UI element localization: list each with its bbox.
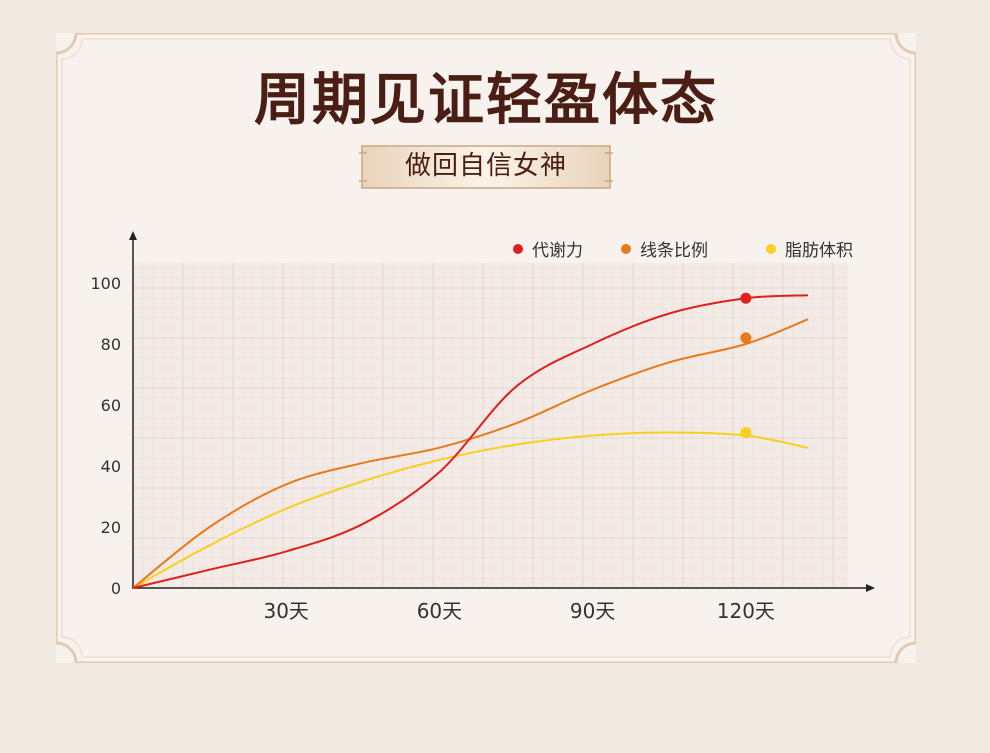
- legend-label: 线条比例: [640, 241, 708, 261]
- plot-background: [133, 263, 848, 588]
- y-tick-label: 60: [101, 396, 121, 415]
- x-tick-label: 30天: [263, 599, 308, 623]
- y-axis-arrow-icon: [129, 231, 137, 240]
- series-line: [132, 318, 809, 589]
- x-axis-arrow-icon: [866, 584, 875, 592]
- x-tick-label: 90天: [570, 599, 615, 623]
- legend-dot-icon: [621, 244, 631, 254]
- legend-dot-icon: [513, 244, 523, 254]
- page-title: 周期见证轻盈体态: [254, 67, 718, 133]
- chart-card: 周期见证轻盈体态 做回自信女神 0 20 40 60 80 100 30天 60天 90天 120…: [56, 33, 916, 663]
- x-tick-label: 60天: [417, 599, 462, 623]
- chart-series: [132, 292, 809, 589]
- y-tick-label: 100: [90, 274, 121, 293]
- legend-label: 代谢力: [532, 241, 583, 261]
- y-tick-label: 20: [101, 518, 121, 537]
- series-marker: [740, 426, 752, 438]
- subtitle: 做回自信女神: [404, 151, 567, 181]
- x-tick-label: 120天: [717, 599, 775, 623]
- y-tick-label: 40: [101, 457, 121, 476]
- series-line: [132, 431, 809, 589]
- line-chart: 0 20 40 60 80 100 30天 60天 90天 120天 代谢力 线条比例 脂肪体积: [90, 231, 875, 623]
- y-tick-label: 80: [101, 335, 121, 354]
- subtitle-banner: 做回自信女神: [359, 143, 613, 191]
- legend-dot-icon: [766, 244, 776, 254]
- decorative-frame: [56, 33, 916, 663]
- y-tick-label: 0: [111, 579, 121, 598]
- series-marker: [740, 292, 752, 304]
- chart-grid: [133, 263, 848, 588]
- chart-ticks: 0 20 40 60 80 100 30天 60天 90天 120天: [90, 274, 774, 623]
- subtitle-banner-shape: [359, 145, 613, 189]
- chart-legend: 代谢力 线条比例 脂肪体积: [513, 241, 853, 261]
- series-line: [132, 294, 809, 589]
- legend-label: 脂肪体积: [785, 241, 853, 261]
- chart-axes: [129, 231, 875, 592]
- series-marker: [740, 332, 752, 344]
